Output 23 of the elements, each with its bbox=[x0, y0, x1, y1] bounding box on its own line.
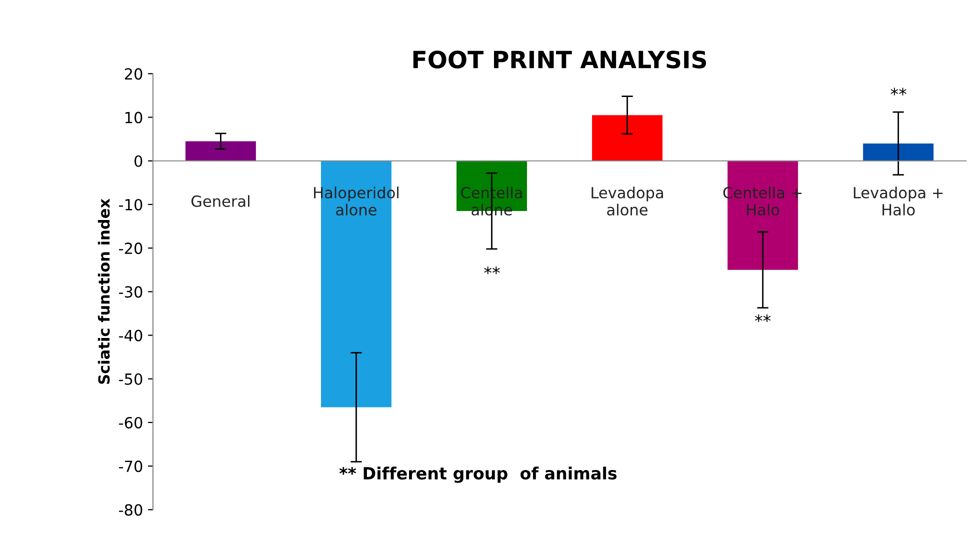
y-tick-label: -40 bbox=[119, 330, 142, 342]
bar bbox=[185, 141, 256, 161]
y-tick-label: -10 bbox=[119, 198, 142, 211]
annotation: ** Different group of animals bbox=[339, 466, 617, 483]
bar bbox=[863, 143, 934, 161]
annotation: ** bbox=[890, 88, 906, 96]
chart-title: FOOT PRINT ANALYSIS bbox=[413, 50, 706, 68]
y-tick-label: 20 bbox=[124, 68, 142, 80]
x-tick-label: General bbox=[191, 195, 250, 207]
y-tick-label: -50 bbox=[119, 373, 142, 385]
bar bbox=[592, 115, 662, 161]
annotation: ** bbox=[754, 314, 771, 322]
y-tick-label: -70 bbox=[119, 460, 142, 472]
y-tick-label: 0 bbox=[134, 155, 142, 167]
y-tick-label: -30 bbox=[119, 286, 142, 298]
y-axis-title: Sciatic function index bbox=[98, 198, 110, 384]
x-tick-label: Levadopa + Halo bbox=[854, 186, 943, 216]
annotation: ** bbox=[484, 266, 500, 274]
y-tick-label: -60 bbox=[119, 416, 142, 428]
x-tick-label: Levadopa alone bbox=[592, 186, 663, 216]
y-tick-label: -80 bbox=[119, 504, 142, 516]
y-tick-label: 10 bbox=[125, 112, 142, 124]
y-tick-label: -20 bbox=[119, 242, 142, 254]
